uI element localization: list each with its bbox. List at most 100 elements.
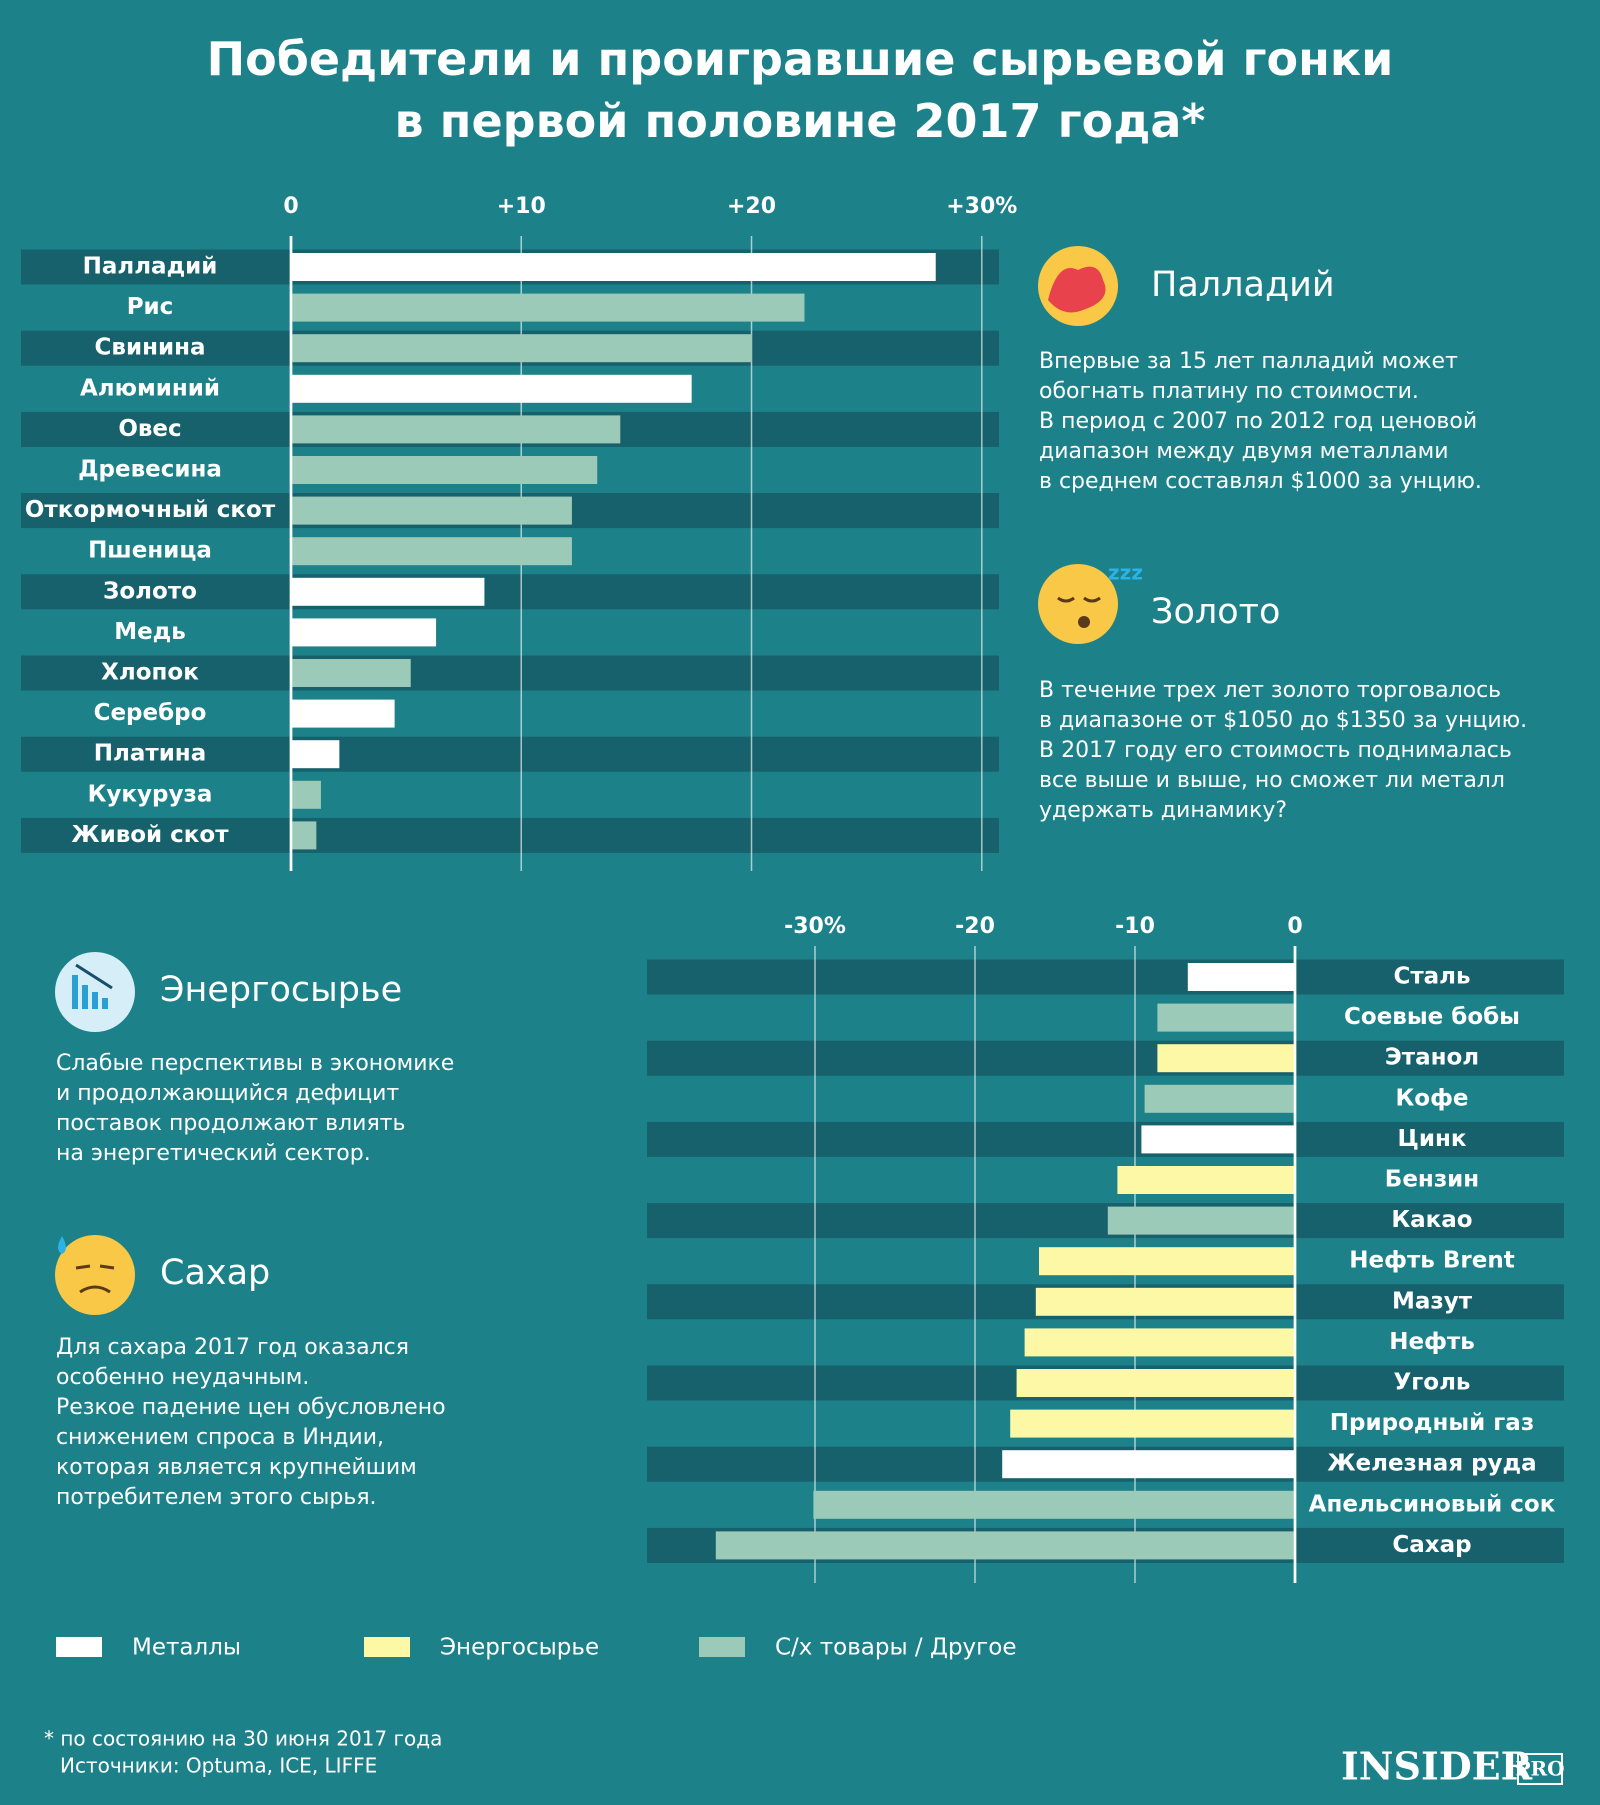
- logo-main: INSIDER: [1341, 1744, 1533, 1789]
- note-line: и продолжающийся дефицит: [56, 1081, 400, 1106]
- row-band: [21, 655, 999, 691]
- title-line: в первой половине 2017 года*: [394, 94, 1206, 148]
- row-band: [21, 736, 999, 772]
- category-label: Рис: [127, 294, 174, 320]
- category-label: Цинк: [1398, 1126, 1467, 1152]
- category-label: Какао: [1391, 1207, 1472, 1233]
- category-label: Железная руда: [1327, 1451, 1536, 1477]
- note-line: все выше и выше, но сможет ли металл: [1039, 768, 1505, 793]
- category-label: Соевые бобы: [1344, 1004, 1520, 1030]
- category-label: Алюминий: [80, 375, 220, 401]
- icon-sad: [55, 1235, 135, 1315]
- bar: [1144, 1084, 1295, 1113]
- note-line: поставок продолжают влиять: [56, 1111, 406, 1136]
- note-line: обогнать платину по стоимости.: [1039, 379, 1419, 404]
- note-heading: Энергосырье: [160, 970, 403, 1010]
- bar: [291, 618, 437, 647]
- note-line: Слабые перспективы в экономике: [56, 1051, 455, 1076]
- bar: [291, 821, 317, 850]
- category-label: Нефть: [1389, 1329, 1475, 1355]
- x-tick-label: +10: [497, 194, 546, 219]
- bar: [1010, 1409, 1295, 1438]
- note-line: В период с 2007 по 2012 год ценовой: [1039, 409, 1478, 434]
- bar: [1157, 1003, 1295, 1032]
- category-label: Платина: [94, 741, 206, 767]
- bar: [1024, 1328, 1295, 1357]
- row-band: [647, 959, 1564, 995]
- category-label: Мазут: [1392, 1288, 1473, 1314]
- category-label: Откормочный скот: [25, 497, 276, 523]
- note-line: диапазон между двумя металлами: [1039, 439, 1449, 464]
- category-label: Хлопок: [101, 660, 199, 686]
- category-label: Бензин: [1385, 1167, 1479, 1193]
- row-band: [21, 574, 999, 610]
- category-label: Кофе: [1395, 1085, 1468, 1111]
- category-label: Овес: [118, 416, 181, 442]
- category-label: Апельсиновый сок: [1309, 1491, 1556, 1517]
- bar: [291, 780, 321, 809]
- x-tick-label: 0: [283, 194, 298, 219]
- note-line: которая является крупнейшим: [56, 1455, 417, 1480]
- category-label: Золото: [103, 578, 197, 604]
- bar: [1107, 1206, 1295, 1235]
- x-tick-label: -10: [1115, 914, 1155, 939]
- category-label: Медь: [114, 619, 186, 645]
- note-line: в диапазоне от $1050 до $1350 за унцию.: [1039, 708, 1528, 733]
- legend-swatch: [364, 1637, 410, 1657]
- legend-label: С/х товары / Другое: [775, 1635, 1016, 1661]
- bar: [291, 415, 621, 444]
- category-label: Кукуруза: [88, 781, 213, 807]
- x-tick-label: +20: [727, 194, 776, 219]
- icon-chart-down: [55, 952, 135, 1032]
- note-line: Резкое падение цен обусловлено: [56, 1395, 446, 1420]
- bar: [1157, 1044, 1295, 1073]
- row-band: [647, 1203, 1564, 1239]
- footnote: * по состоянию на 30 июня 2017 года: [44, 1727, 442, 1751]
- bar: [291, 699, 395, 728]
- bar: [1035, 1287, 1295, 1316]
- row-band: [21, 817, 999, 853]
- category-label: Пшеница: [88, 538, 212, 564]
- row-band: [647, 1040, 1564, 1076]
- category-label: Этанол: [1385, 1045, 1479, 1071]
- bar-chart: -30% -20 -10 0 Сталь Соевые бобы Этанол Кофе Цин…: [647, 914, 1564, 1583]
- bar: [291, 374, 692, 403]
- note-text: Слабые перспективы в экономике и продолжа…: [56, 1049, 454, 1169]
- title-line: Победители и проигравшие сырьевой гонки: [206, 32, 1394, 86]
- bar: [813, 1490, 1295, 1519]
- bar: [1117, 1166, 1295, 1194]
- title: Победители и проигравшие сырьевой гонки …: [0, 28, 1600, 152]
- note-line: В течение трех лет золото торговалось: [1039, 678, 1502, 703]
- bar: [1187, 963, 1295, 991]
- legend-swatch: [56, 1637, 102, 1657]
- note-text: Для сахара 2017 год оказался особенно неу…: [56, 1333, 446, 1513]
- bar-chart: 0 +10 +20 +30% Палладий Рис Свинина Алюминий Ове…: [21, 194, 1017, 871]
- bar: [291, 293, 805, 322]
- bar: [715, 1531, 1295, 1560]
- category-label: Уголь: [1394, 1370, 1471, 1396]
- row-band: [647, 1121, 1564, 1157]
- bar: [291, 740, 340, 769]
- category-label: Живой скот: [71, 822, 229, 848]
- bar: [291, 496, 572, 525]
- logo-sub: PRO: [1515, 1757, 1564, 1781]
- note-heading: Палладий: [1151, 265, 1335, 305]
- bar: [1039, 1247, 1295, 1276]
- note-line: снижением спроса в Индии,: [56, 1425, 385, 1450]
- note-line: потребителем этого сырья.: [56, 1485, 377, 1510]
- note-line: удержать динамику?: [1039, 798, 1288, 823]
- bar: [291, 659, 411, 687]
- x-tick-label: -30%: [784, 914, 846, 939]
- logo: INSIDER PRO: [1341, 1744, 1565, 1789]
- category-label: Свинина: [95, 335, 206, 361]
- bar: [291, 253, 936, 281]
- legend-label: Энергосырье: [440, 1635, 599, 1661]
- footnote: Источники: Optuma, ICE, LIFFE: [60, 1754, 377, 1778]
- bar: [291, 334, 752, 363]
- bar: [291, 456, 598, 484]
- note-line: на энергетический сектор.: [56, 1141, 371, 1166]
- note-line: в среднем составлял $1000 за унцию.: [1039, 469, 1482, 494]
- note-line: Для сахара 2017 год оказался: [56, 1335, 409, 1360]
